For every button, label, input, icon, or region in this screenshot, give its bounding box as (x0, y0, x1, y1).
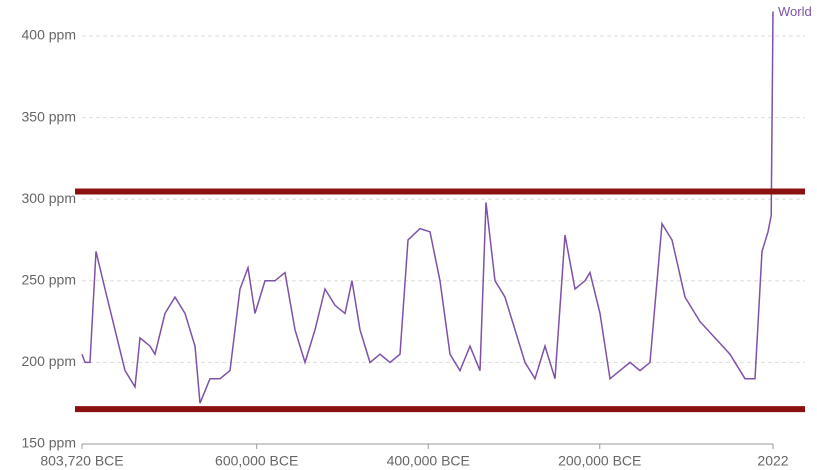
y-tick-label: 350 ppm (22, 108, 76, 124)
x-tick-label: 2022 (757, 453, 788, 469)
y-tick-label: 400 ppm (22, 27, 76, 43)
y-tick-label: 300 ppm (22, 190, 76, 206)
x-tick-label: 600,000 BCE (215, 453, 298, 469)
y-tick-label: 250 ppm (22, 272, 76, 288)
x-tick-label: 200,000 BCE (558, 453, 641, 469)
x-tick-label: 400,000 BCE (387, 453, 470, 469)
series-line (81, 11, 774, 404)
y-tick-label: 150 ppm (22, 435, 76, 451)
y-tick-label: 200 ppm (22, 353, 76, 369)
series-label: World (778, 4, 812, 19)
x-tick-label: 803,720 BCE (40, 453, 123, 469)
